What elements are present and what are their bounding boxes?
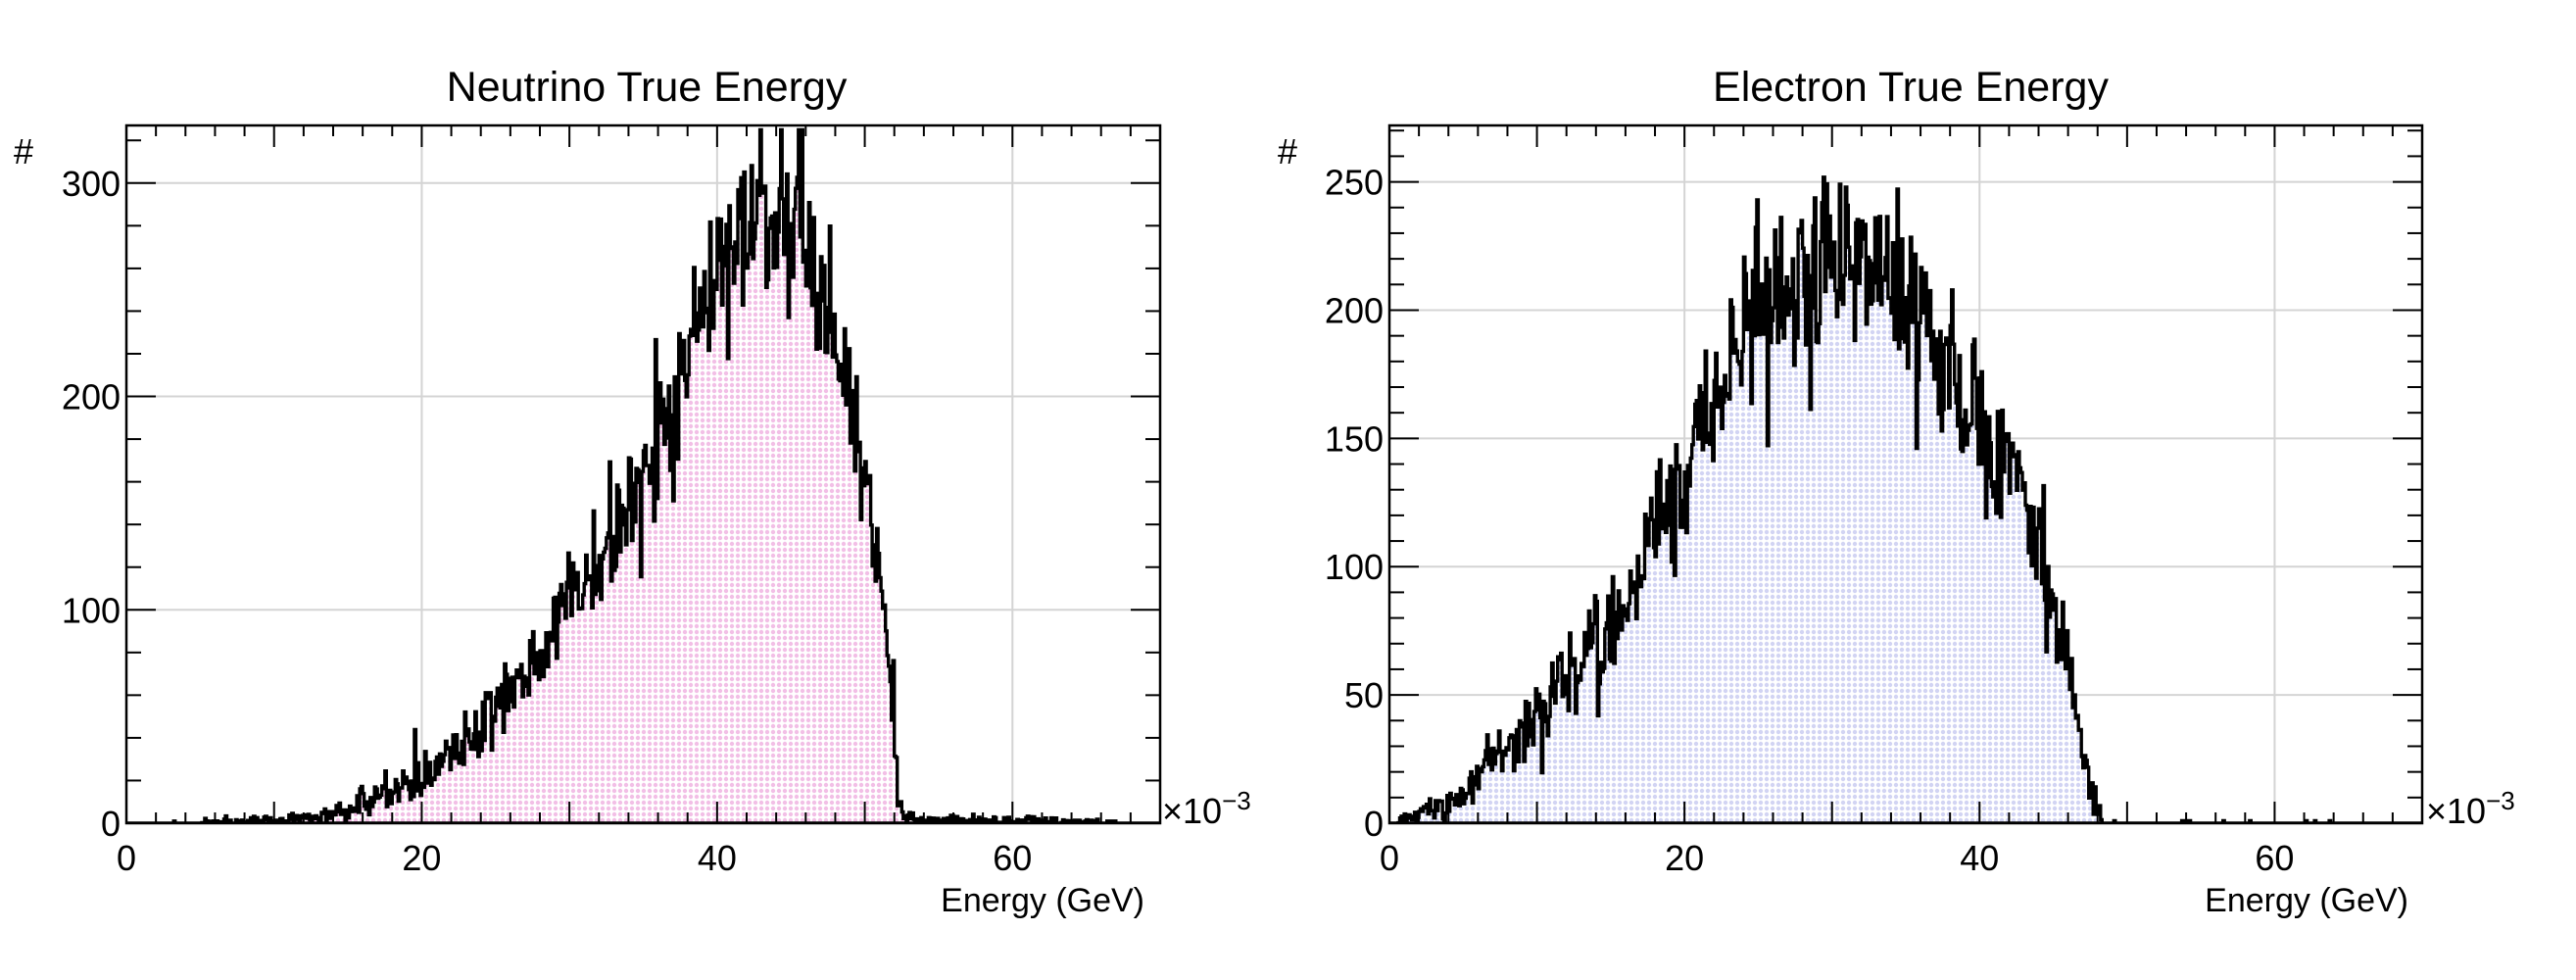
- y-tick-label: 50: [1344, 675, 1384, 715]
- chart-title: Neutrino True Energy: [447, 64, 848, 111]
- x-tick-label: 20: [402, 838, 441, 878]
- x-tick-label: 0: [117, 838, 136, 878]
- y-axis-label: #: [14, 131, 33, 172]
- histogram-fill: [1389, 176, 2422, 823]
- y-tick-label: 200: [1325, 290, 1384, 330]
- y-tick-label: 100: [62, 590, 121, 630]
- chart-title: Electron True Energy: [1713, 64, 2109, 111]
- y-tick-label: 300: [62, 164, 121, 204]
- histogram-line: [1389, 175, 2422, 823]
- electron-energy-panel: Electron True Energy # Energy (GeV) ×10−…: [1278, 64, 2515, 919]
- x-tick-label: 0: [1380, 838, 1399, 878]
- y-tick-label: 150: [1325, 418, 1384, 459]
- y-tick-label: 0: [1364, 804, 1384, 844]
- x-exponent-label: ×10−3: [1162, 786, 1251, 831]
- x-axis-label: Energy (GeV): [2205, 882, 2408, 919]
- plot-frame: [124, 123, 1162, 825]
- y-tick-label: 200: [62, 377, 121, 417]
- y-tick-label: 0: [101, 804, 121, 844]
- histogram-line: [126, 127, 1160, 823]
- x-tick-label: 40: [1960, 838, 1999, 878]
- x-tick-label: 20: [1665, 838, 1704, 878]
- y-tick-label: 250: [1325, 163, 1384, 203]
- x-tick-label: 60: [2255, 838, 2294, 878]
- plot-frame: [1387, 123, 2424, 825]
- y-tick-label: 100: [1325, 547, 1384, 587]
- x-tick-label: 40: [698, 838, 737, 878]
- y-axis-label: #: [1278, 131, 1297, 172]
- x-exponent-label: ×10−3: [2426, 786, 2515, 831]
- x-axis-label: Energy (GeV): [941, 882, 1144, 919]
- neutrino-energy-panel: Neutrino True Energy # Energy (GeV) ×10−…: [14, 64, 1251, 919]
- x-tick-label: 60: [993, 838, 1032, 878]
